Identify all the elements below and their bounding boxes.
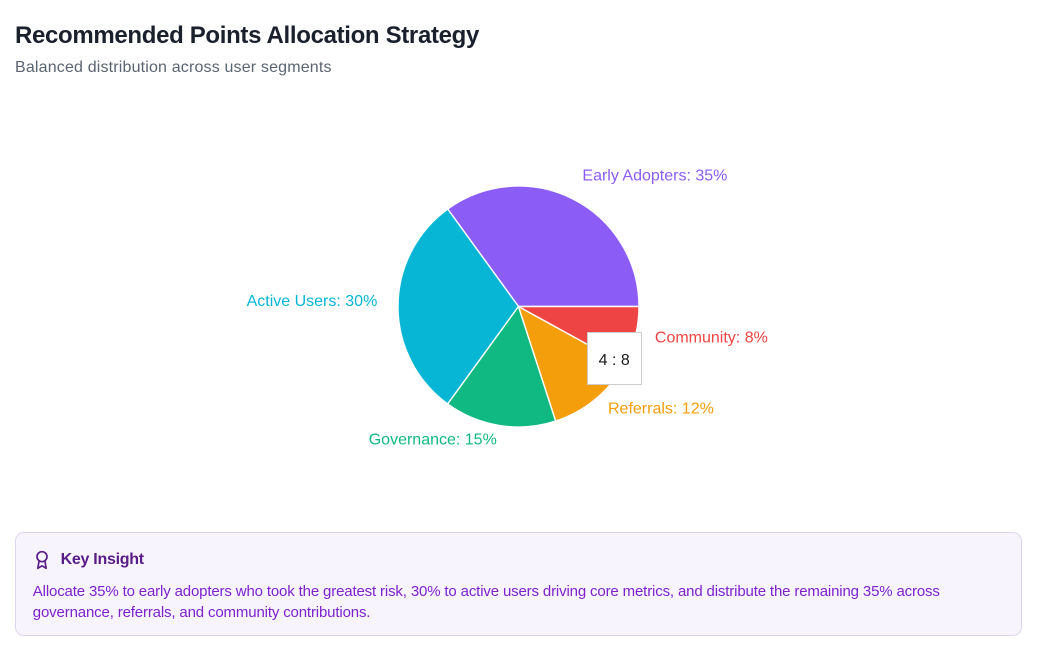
svg-text:Community: 8%: Community: 8% — [655, 330, 768, 347]
svg-text:Referrals: 12%: Referrals: 12% — [608, 401, 714, 418]
svg-text:Active Users: 30%: Active Users: 30% — [247, 293, 378, 310]
svg-text:Early Adopters: 35%: Early Adopters: 35% — [582, 167, 727, 184]
svg-text:Governance: 15%: Governance: 15% — [369, 432, 497, 449]
